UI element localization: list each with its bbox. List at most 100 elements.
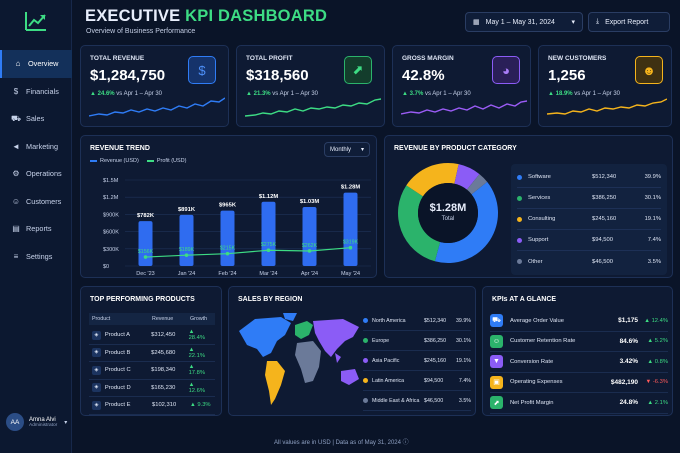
sidebar-item-marketing[interactable]: ◄ Marketing xyxy=(0,133,72,161)
product-growth: ▲ 9.3% xyxy=(190,402,211,409)
export-report-button[interactable]: ⤓ Export Report xyxy=(588,12,670,32)
product-icon: ◈ xyxy=(92,365,101,375)
sidebar-item-overview[interactable]: ⌂ Overview xyxy=(0,50,72,78)
profit-point[interactable] xyxy=(143,255,148,259)
region-swatch xyxy=(363,318,368,323)
table-row[interactable]: ◈ Product B $245,680 ▲ 22.1% xyxy=(89,345,215,362)
col-growth: Growth xyxy=(190,316,208,322)
kpi-glance-row[interactable]: ▣ Operating Expenses $482,190 ▼ -6.3% xyxy=(490,373,668,393)
sidebar-item-customers[interactable]: ☺ Customers xyxy=(0,188,72,216)
region-row[interactable]: North America $512,340 39.9% xyxy=(363,311,471,331)
table-row[interactable]: ◈ Product E $102,310 ▲ 9.3% xyxy=(89,397,215,415)
kpi-glance-value: 84.6% xyxy=(619,337,638,345)
category-value: $94,500 xyxy=(592,237,613,243)
kpi-glance-row[interactable]: ▼ Conversion Rate 3.42% ▲ 0.8% xyxy=(490,352,668,373)
donut-slice-software[interactable] xyxy=(434,181,498,263)
kpi-card-new-customers[interactable]: NEW CUSTOMERS 1,256 ▲ 18.9% vs Apr 1 – A… xyxy=(538,45,672,127)
region-row[interactable]: Middle East & Africa $46,500 3.5% xyxy=(363,391,471,411)
donut-slice-other[interactable] xyxy=(466,174,488,195)
kpi-glance-row[interactable]: ☺ Customer Retention Rate 84.6% ▲ 5.2% xyxy=(490,332,668,352)
legend-swatch-revenue xyxy=(90,160,97,162)
kpi-glance-change: ▲ 0.8% xyxy=(647,358,668,365)
kpi-glance-name: Conversion Rate xyxy=(510,358,554,365)
profit-point[interactable] xyxy=(225,251,230,256)
kpi-glance-row[interactable]: ⛟ Average Order Value $1,175 ▲ 12.4% xyxy=(490,311,668,332)
y-tick-label: $300K xyxy=(103,247,119,253)
sidebar-item-financials[interactable]: $ Financials xyxy=(0,78,72,106)
region-list: North America $512,340 39.9% Europe $386… xyxy=(363,311,471,411)
user-profile[interactable]: AA Amna Alvi Administrator ▾ xyxy=(6,413,67,431)
revenue-data-label: $782K xyxy=(137,213,155,219)
user-role: Administrator xyxy=(29,422,58,428)
kpi-value: 1,256 xyxy=(548,67,586,84)
kpis-glance-card: KPIs AT A GLANCE ⛟ Average Order Value $… xyxy=(482,286,673,416)
revenue-data-label: $891K xyxy=(178,207,196,213)
region-row[interactable]: Europe $386,250 30.1% xyxy=(363,331,471,351)
product-name: Product A xyxy=(104,332,130,339)
kpi-label: GROSS MARGIN xyxy=(402,55,454,62)
kpi-card-gross-margin[interactable]: GROSS MARGIN 42.8% ▲ 3.7% vs Apr 1 – Apr… xyxy=(392,45,531,127)
sparkline-margin xyxy=(401,100,527,115)
category-row[interactable]: Other $46,500 3.5% xyxy=(517,251,661,272)
sidebar-item-operations[interactable]: ⚙ Operations xyxy=(0,160,72,188)
table-row[interactable]: ◈ Product D $165,230 ▲ 12.6% xyxy=(89,380,215,397)
period-label: Monthly xyxy=(330,146,352,153)
report-icon: ▤ xyxy=(12,224,20,234)
profit-point[interactable] xyxy=(307,249,312,253)
profit-data-label: $262K xyxy=(302,243,318,249)
revenue-bar[interactable] xyxy=(261,201,276,266)
period-dropdown[interactable]: Monthly ▾ xyxy=(324,142,370,157)
product-name: Product E xyxy=(105,402,131,409)
sidebar-item-label: Marketing xyxy=(26,141,59,151)
profit-data-label: $319K xyxy=(343,240,359,246)
profit-point[interactable] xyxy=(266,248,271,253)
title-part2: KPI DASHBOARD xyxy=(185,7,328,25)
sidebar: ⌂ Overview $ Financials ⛟ Sales ◄ Marketing … xyxy=(0,0,72,453)
region-row[interactable]: Latin America $94,500 7.4% xyxy=(363,371,471,391)
kpi-glance-row[interactable]: ⬈ Net Profit Margin 24.8% ▲ 2.1% xyxy=(490,393,668,414)
dollar-icon: $ xyxy=(13,86,19,96)
table-row[interactable]: ◈ Product C $198,340 ▲ 17.8% xyxy=(89,362,215,380)
donut-slice-support[interactable] xyxy=(454,164,480,190)
profit-point[interactable] xyxy=(348,245,353,250)
region-row[interactable]: Asia Pacific $245,160 19.1% xyxy=(363,351,471,371)
donut-slice-consulting[interactable] xyxy=(406,163,459,197)
donut-hole xyxy=(418,183,478,243)
kpi-glance-change: ▲ 2.1% xyxy=(647,399,668,406)
revenue-bar[interactable] xyxy=(220,210,235,266)
kpi-card-total-profit[interactable]: TOTAL PROFIT $318,560 ▲ 21.3% vs Apr 1 –… xyxy=(236,45,385,127)
revenue-bar[interactable] xyxy=(138,221,153,266)
kpi-glance-change: ▲ 5.2% xyxy=(647,338,668,345)
category-row[interactable]: Consulting $245,160 19.1% xyxy=(517,209,661,230)
table-row[interactable]: ◈ Product A $312,450 ▲ 28.4% xyxy=(89,327,215,345)
profit-point[interactable] xyxy=(184,253,189,257)
kpi-glance-name: Customer Retention Rate xyxy=(510,338,576,345)
category-row[interactable]: Software $512,340 39.9% xyxy=(517,167,661,188)
section-title: SALES BY REGION xyxy=(238,296,303,303)
sidebar-item-sales[interactable]: ⛟ Sales xyxy=(0,105,72,133)
region-name: Middle East & Africa xyxy=(372,397,420,404)
revenue-bar[interactable] xyxy=(343,192,358,266)
donut-slice-services[interactable] xyxy=(398,185,441,262)
region-value: $94,500 xyxy=(424,377,444,384)
revenue-bar[interactable] xyxy=(302,206,317,266)
info-icon: ⓘ xyxy=(402,440,409,446)
product-growth: ▲ 12.6% xyxy=(188,381,205,394)
kpi-card-total-revenue[interactable]: TOTAL REVENUE $1,284,750 ▲ 24.6% vs Apr … xyxy=(80,45,229,127)
donut-center-value: $1.28M xyxy=(429,202,467,214)
users-icon: ☻ xyxy=(635,56,663,84)
category-row[interactable]: Services $386,250 30.1% xyxy=(517,188,661,209)
category-row[interactable]: Support $94,500 7.4% xyxy=(517,230,661,251)
sidebar-item-reports[interactable]: ▤ Reports xyxy=(0,215,72,243)
section-title: TOP PERFORMING PRODUCTS xyxy=(90,296,195,303)
sidebar-item-settings[interactable]: ≡ Settings xyxy=(0,243,72,271)
date-range-picker[interactable]: ▦ May 1 – May 31, 2024 ▾ xyxy=(465,12,583,32)
region-value: $512,340 xyxy=(423,317,447,324)
gear-icon: ⚙ xyxy=(12,169,20,179)
y-tick-label: $1.2M xyxy=(103,195,119,201)
x-tick-label: Jan '24 xyxy=(178,271,196,277)
avatar: AA xyxy=(6,413,24,431)
product-revenue: $165,230 xyxy=(151,384,176,391)
product-revenue: $102,310 xyxy=(152,402,177,409)
revenue-bar[interactable] xyxy=(179,214,194,266)
